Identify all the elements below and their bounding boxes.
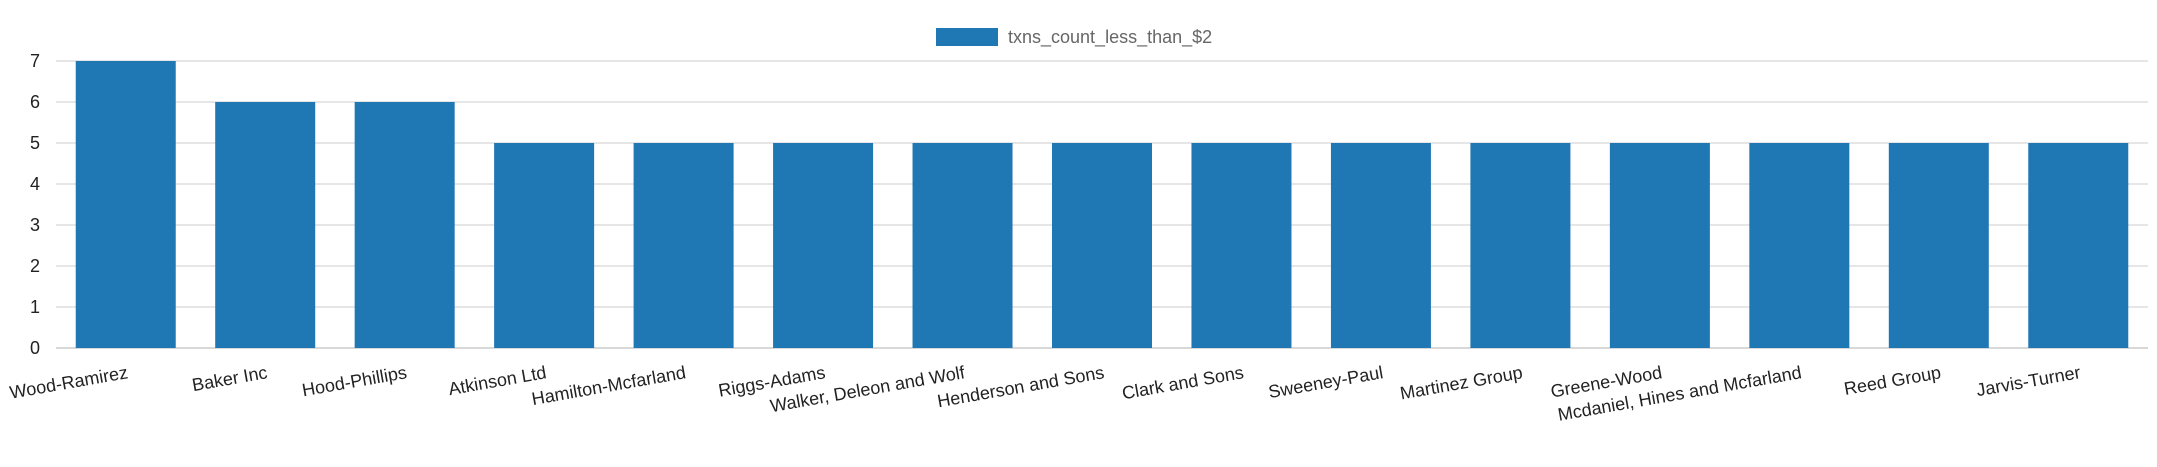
x-tick-label: Sweeney-Paul (1267, 362, 1385, 402)
y-tick-label: 2 (30, 256, 40, 276)
bar[interactable] (912, 143, 1013, 348)
y-tick-label: 4 (30, 174, 40, 194)
x-axis-labels: Wood-Ramirez Baker Inc Hood-Phillips Atkins… (8, 362, 2082, 425)
x-tick-label: Jarvis-Turner (1975, 362, 2082, 400)
x-tick-label: Martinez Group (1398, 362, 1524, 403)
bar[interactable] (354, 102, 455, 348)
y-tick-label: 1 (30, 297, 40, 317)
bars (75, 61, 2129, 348)
y-tick-label: 5 (30, 133, 40, 153)
bar[interactable] (2028, 143, 2129, 348)
x-tick-label: Reed Group (1842, 362, 1942, 399)
bar[interactable] (633, 143, 734, 348)
bar[interactable] (1052, 143, 1152, 348)
y-tick-label: 3 (30, 215, 40, 235)
y-tick-label: 6 (30, 92, 40, 112)
bar[interactable] (1888, 143, 1989, 348)
bar[interactable] (494, 143, 595, 348)
x-tick-label: Hood-Phillips (300, 362, 408, 400)
bar[interactable] (1749, 143, 1850, 348)
bar[interactable] (1191, 143, 1292, 348)
bar[interactable] (215, 102, 316, 348)
y-axis-ticks: 0 1 2 3 4 5 6 7 (30, 51, 40, 358)
bar[interactable] (773, 143, 874, 348)
legend-swatch (936, 28, 998, 46)
legend-label: txns_count_less_than_$2 (1008, 27, 1212, 48)
bar[interactable] (75, 61, 176, 348)
bar[interactable] (1609, 143, 1710, 348)
y-tick-label: 7 (30, 51, 40, 71)
x-tick-label: Wood-Ramirez (8, 362, 129, 402)
x-tick-label: Baker Inc (191, 362, 269, 395)
bar[interactable] (1470, 143, 1571, 348)
x-tick-label: Clark and Sons (1120, 362, 1245, 403)
y-tick-label: 0 (30, 338, 40, 358)
x-tick-label: Hamilton-Mcfarland (530, 362, 687, 409)
legend[interactable]: txns_count_less_than_$2 (936, 27, 1212, 48)
bar[interactable] (1330, 143, 1431, 348)
